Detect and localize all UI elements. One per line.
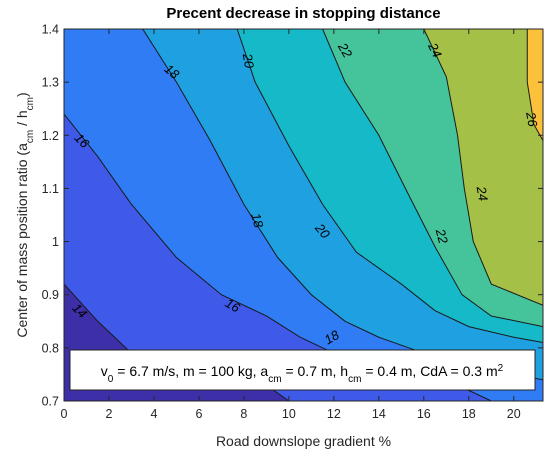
contour-region-14 bbox=[64, 114, 492, 401]
y-tick-label: 0.9 bbox=[42, 288, 59, 302]
x-tick-label: 10 bbox=[282, 407, 296, 421]
x-axis-ticks: 0 2 4 6 8 10 12 14 16 18 20 bbox=[61, 29, 521, 421]
x-tick-label: 12 bbox=[327, 407, 341, 421]
contour-label-26: 26 bbox=[523, 110, 541, 129]
y-tick-label: 0.8 bbox=[42, 341, 59, 355]
contour-line-20 bbox=[236, 29, 543, 344]
contour-line-22 bbox=[322, 29, 543, 328]
y-tick-label: 1.3 bbox=[42, 76, 59, 90]
y-tick-label: 1 bbox=[52, 235, 59, 249]
contour-label-24: 24 bbox=[425, 40, 445, 60]
chart-title: Precent decrease in stopping distance bbox=[166, 5, 440, 22]
contour-line-26 bbox=[526, 29, 543, 141]
y-tick-label: 1.4 bbox=[42, 23, 59, 37]
x-tick-label: 2 bbox=[105, 407, 112, 421]
y-tick-label: 1.2 bbox=[42, 129, 59, 143]
x-tick-label: 6 bbox=[195, 407, 202, 421]
y-tick-label: 0.7 bbox=[42, 395, 59, 409]
contour-label-20: 20 bbox=[240, 51, 258, 70]
x-tick-label: 18 bbox=[462, 407, 476, 421]
x-tick-label: 8 bbox=[240, 407, 247, 421]
parameter-annotation-box: v0 = 6.7 m/s, m = 100 kg, acm = 0.7 m, h… bbox=[69, 349, 536, 391]
x-tick-label: 4 bbox=[150, 407, 157, 421]
x-tick-label: 20 bbox=[507, 407, 521, 421]
x-tick-label: 14 bbox=[372, 407, 386, 421]
y-axis-ticks: 0.7 0.8 0.9 1 1.1 1.2 1.3 1.4 bbox=[42, 23, 543, 409]
x-tick-label: 16 bbox=[417, 407, 431, 421]
x-axis-label: Road downslope gradient % bbox=[216, 433, 391, 449]
y-tick-label: 1.1 bbox=[42, 182, 59, 196]
contour-label-24: 24 bbox=[473, 184, 490, 202]
x-tick-label: 0 bbox=[61, 407, 68, 421]
contour-label-22: 22 bbox=[432, 226, 451, 246]
parameter-annotation-text: v0 = 6.7 m/s, m = 100 kg, acm = 0.7 m, h… bbox=[101, 363, 504, 385]
contour-line-24 bbox=[423, 29, 543, 306]
contour-fill-regions bbox=[64, 29, 543, 401]
contour-label-22: 22 bbox=[334, 39, 355, 61]
plot-frame bbox=[63, 28, 544, 402]
y-axis-label: Center of mass position ratio (acm / hcm… bbox=[14, 92, 36, 337]
contour-label-18: 18 bbox=[248, 211, 266, 230]
